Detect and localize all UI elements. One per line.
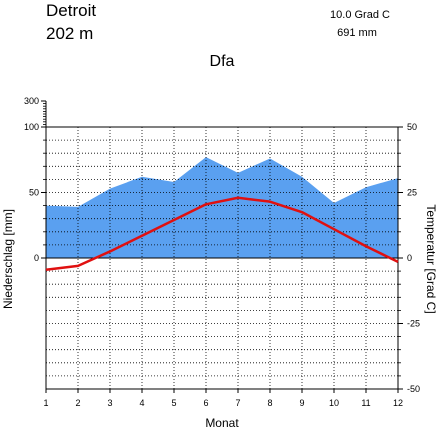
temp-tick-label: 0 bbox=[407, 253, 412, 263]
precip-tick-label: 300 bbox=[24, 96, 39, 106]
month-tick-label: 2 bbox=[75, 398, 80, 408]
precip-tick-label: 0 bbox=[34, 253, 39, 263]
month-tick-label: 6 bbox=[203, 398, 208, 408]
temp-tick-label: -25 bbox=[407, 319, 420, 329]
station-elevation: 202 m bbox=[46, 24, 93, 43]
precip-tick-label: 50 bbox=[29, 188, 39, 198]
month-tick-label: 3 bbox=[107, 398, 112, 408]
right-axis-label: Temperatur [Grad C] bbox=[424, 204, 438, 313]
station-name: Detroit bbox=[46, 1, 96, 20]
temp-tick-label: 25 bbox=[407, 188, 417, 198]
month-tick-label: 5 bbox=[171, 398, 176, 408]
temp-tick-label: 50 bbox=[407, 122, 417, 132]
x-axis-label: Monat bbox=[205, 416, 239, 430]
temp-tick-label: -50 bbox=[407, 384, 420, 394]
month-tick-label: 11 bbox=[361, 398, 370, 408]
climate-classification: Dfa bbox=[210, 53, 235, 70]
month-tick-label: 1 bbox=[43, 398, 48, 408]
month-tick-label: 7 bbox=[235, 398, 240, 408]
month-tick-label: 8 bbox=[267, 398, 272, 408]
month-tick-label: 10 bbox=[329, 398, 339, 408]
annual-precipitation: 691 mm bbox=[337, 27, 377, 39]
precipitation-area bbox=[46, 157, 398, 258]
month-tick-label: 4 bbox=[139, 398, 144, 408]
precip-tick-label: 100 bbox=[24, 122, 39, 132]
annual-temperature: 10.0 Grad C bbox=[330, 9, 390, 21]
left-axis-label: Niederschlag [mm] bbox=[1, 209, 15, 309]
month-tick-label: 9 bbox=[299, 398, 304, 408]
month-tick-label: 12 bbox=[393, 398, 403, 408]
